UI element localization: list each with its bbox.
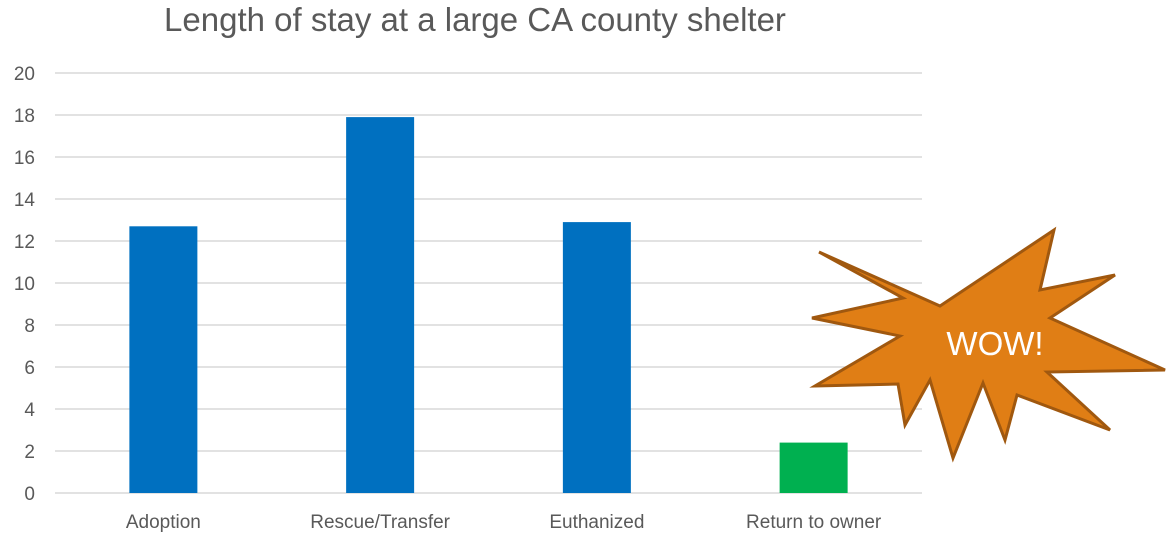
y-axis-tick-labels: 0 2 4 6 8 10 12 14 16 18 20 <box>14 64 36 505</box>
y-tick-label: 2 <box>24 442 35 463</box>
y-tick-label: 8 <box>24 316 35 337</box>
x-category-label: Euthanized <box>549 512 644 533</box>
bar-adoption <box>129 226 198 494</box>
y-tick-label: 16 <box>14 148 35 169</box>
bars <box>129 117 848 494</box>
bar-rescue-transfer <box>346 117 415 493</box>
y-tick-label: 4 <box>24 400 35 421</box>
gridlines <box>55 72 922 494</box>
x-axis-category-labels: Adoption Rescue/Transfer Euthanized Return … <box>126 512 882 533</box>
y-tick-label: 14 <box>14 190 36 211</box>
y-tick-label: 12 <box>14 232 35 253</box>
y-tick-label: 10 <box>14 274 35 295</box>
chart-title: Length of stay at a large CA county shel… <box>164 1 786 38</box>
x-category-label: Adoption <box>126 512 201 533</box>
explosion-star-shape <box>809 226 1166 463</box>
x-category-label: Return to owner <box>746 512 882 533</box>
bar-return-to-owner <box>779 442 848 493</box>
wow-callout: WOW! <box>809 226 1166 463</box>
callout-text: WOW! <box>946 325 1043 362</box>
y-tick-label: 18 <box>14 106 35 127</box>
x-category-label: Rescue/Transfer <box>310 512 450 533</box>
bar-euthanized <box>562 222 631 493</box>
y-tick-label: 20 <box>14 64 35 85</box>
y-tick-label: 0 <box>24 484 35 505</box>
y-tick-label: 6 <box>24 358 35 379</box>
